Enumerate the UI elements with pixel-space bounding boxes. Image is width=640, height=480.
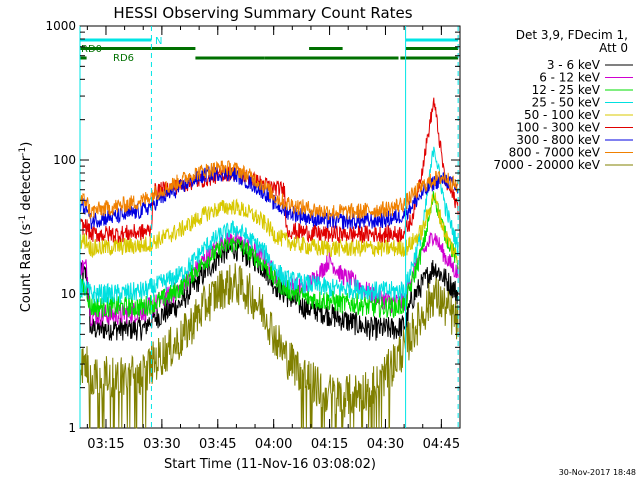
x-tick-label-0: 03:15 xyxy=(87,437,124,452)
footer-date: 30-Nov-2017 18:48 xyxy=(559,468,636,477)
legend-label-5: 100 - 300 keV xyxy=(516,121,600,135)
x-tick-label-4: 04:15 xyxy=(311,437,348,452)
y-tick-label-3: 1000 xyxy=(45,19,76,33)
legend-header-1: Att 0 xyxy=(599,41,628,55)
y-axis-label: Count Rate (s-1 detector-1) xyxy=(18,142,34,313)
night-flag-label: N xyxy=(155,36,162,47)
observing-flags: N RD0 RD6 xyxy=(80,36,459,64)
legend-label-3: 25 - 50 keV xyxy=(532,96,601,110)
series-line-4 xyxy=(79,192,459,266)
legend-label-2: 12 - 25 keV xyxy=(532,83,601,97)
y-tick-label-0: 1 xyxy=(68,421,76,435)
rd6-flag-label: RD6 xyxy=(113,53,134,64)
rd0-flag-label: RD0 xyxy=(81,44,102,55)
legend-label-1: 6 - 12 keV xyxy=(539,71,601,85)
x-tick-label-2: 03:45 xyxy=(199,437,236,452)
series-line-2 xyxy=(79,191,459,318)
boundary-lines xyxy=(79,26,459,428)
series-line-0 xyxy=(79,238,459,341)
series-line-7 xyxy=(79,160,459,220)
y-axis-label-sup1: -1 xyxy=(18,215,28,224)
series-line-5 xyxy=(79,97,459,243)
axes: 1 10 100 1000 03:15 03:30 03:45 04:00 04:15 04:30… xyxy=(45,19,461,452)
y-axis-label-end: ) xyxy=(19,142,34,147)
y-axis-label-main: Count Rate (s xyxy=(19,224,34,313)
series-line-6 xyxy=(79,166,459,230)
x-tick-label-6: 04:45 xyxy=(423,437,460,452)
x-tick-label-1: 03:30 xyxy=(143,437,180,452)
series-line-3 xyxy=(79,146,459,305)
legend-header-0: Det 3,9, FDecim 1, xyxy=(516,28,628,42)
x-tick-label-3: 04:00 xyxy=(255,437,292,452)
legend-label-0: 3 - 6 keV xyxy=(547,58,601,72)
y-axis-label-sup2: -1 xyxy=(18,147,28,156)
series-line-8 xyxy=(79,263,459,429)
legend-label-7: 800 - 7000 keV xyxy=(509,146,601,160)
y-axis-label-mid: detector xyxy=(19,155,34,215)
x-axis-label: Start Time (11-Nov-16 03:08:02) xyxy=(164,457,376,472)
x-tick-label-5: 04:30 xyxy=(367,437,404,452)
series-layer xyxy=(79,97,459,429)
legend-label-8: 7000 - 20000 keV xyxy=(493,158,600,172)
chart-title: HESSI Observing Summary Count Rates xyxy=(113,4,412,22)
y-tick-label-1: 10 xyxy=(61,287,76,301)
legend-label-6: 300 - 800 keV xyxy=(516,133,600,147)
legend-label-4: 50 - 100 keV xyxy=(524,108,601,122)
y-tick-label-2: 100 xyxy=(53,153,76,167)
